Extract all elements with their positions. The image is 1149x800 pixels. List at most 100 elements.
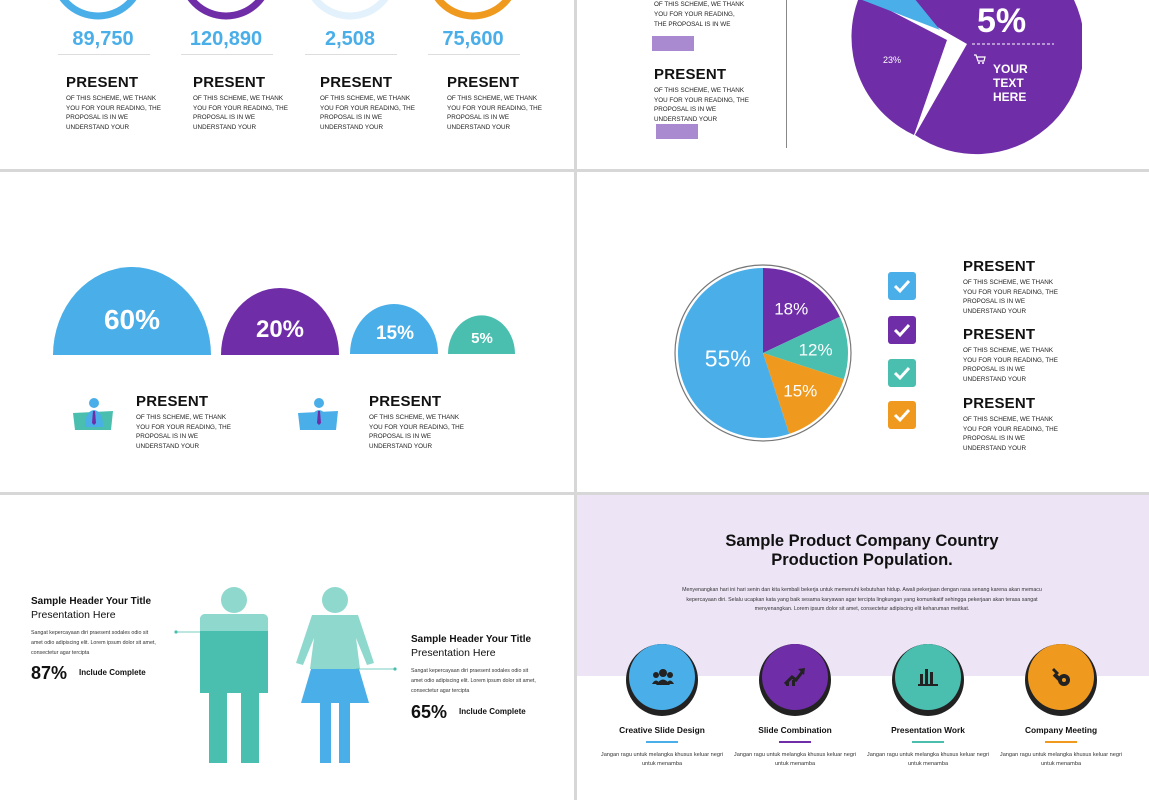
check-icon — [893, 366, 911, 381]
pie-slice — [763, 268, 840, 353]
divider — [58, 54, 150, 55]
pie-slice-blue — [862, 0, 940, 30]
wrench-icon — [1052, 668, 1070, 686]
pie-text: YOUR TEXT HERE — [993, 62, 1028, 104]
pie-slice — [678, 268, 790, 438]
present-body: OF THIS SCHEME, WE THANK YOU FOR YOUR RE… — [963, 416, 1058, 452]
bar-chart-icon — [918, 669, 938, 686]
label-pill — [652, 36, 694, 51]
present-body: OF THIS SCHEME, WE THANK YOU FOR YOUR RE… — [136, 414, 231, 450]
present-title: PRESENT — [320, 74, 393, 91]
pie-label: 15% — [783, 381, 817, 400]
ring-1 — [59, 0, 137, 20]
present-body: OF THIS SCHEME, WE THANK YOU FOR YOUR RE… — [447, 95, 542, 131]
dome-15 — [350, 304, 438, 354]
check-icon — [893, 408, 911, 423]
percent-label: Include Complete — [79, 668, 146, 677]
woman-leg — [339, 703, 350, 763]
dome-label: 5% — [471, 330, 493, 347]
divider — [305, 54, 397, 55]
man-body — [200, 614, 268, 763]
ring-3 — [311, 0, 389, 20]
card-title: Creative Slide Design — [619, 725, 705, 735]
section-header: Sample Header Your Title — [411, 634, 532, 645]
slide-pie-text[interactable]: OF THIS SCHEME, WE THANK YOU FOR YOUR RE… — [577, 0, 1149, 169]
woman-leg — [320, 703, 331, 763]
slide-people[interactable]: Sample Header Your Title Presentation He… — [0, 495, 574, 800]
pie-outline — [674, 264, 852, 442]
percent-label: Include Complete — [459, 707, 526, 716]
check-icon — [893, 279, 911, 294]
stat-value: 89,750 — [72, 28, 134, 50]
present-title: PRESENT — [963, 258, 1036, 275]
title-line-1: Sample Product Company Country — [725, 532, 999, 550]
present-title: PRESENT — [447, 74, 520, 91]
card-body: Jangan ragu untuk melangka khusus keluar… — [733, 752, 857, 767]
present-title: PRESENT — [654, 66, 727, 83]
card-circle[interactable] — [895, 644, 961, 710]
card-underline — [646, 741, 678, 743]
card-circle[interactable] — [1028, 644, 1094, 710]
ring-4 — [434, 0, 512, 20]
woman-head — [322, 587, 348, 613]
dome-chart — [53, 267, 515, 355]
dome-60 — [53, 267, 211, 355]
card-underline — [779, 741, 811, 743]
man-body-fill-top — [200, 614, 268, 631]
slide-title: Sample Product Company Country Productio… — [577, 532, 1147, 570]
check-icon — [893, 323, 911, 338]
present-title: PRESENT — [369, 393, 442, 410]
checkbox-checked[interactable] — [888, 316, 916, 344]
pie-slice-left — [851, 0, 947, 135]
card-underline — [912, 741, 944, 743]
dome-5 — [447, 315, 515, 354]
card-body: Jangan ragu untuk melangka khusus keluar… — [999, 752, 1123, 767]
pie-big-label: 5% — [977, 2, 1027, 40]
present-body: OF THIS SCHEME, WE THANK YOU FOR YOUR RE… — [320, 95, 415, 131]
pie-partial — [851, 0, 1082, 155]
present-title: PRESENT — [963, 395, 1036, 412]
team-icon — [652, 669, 674, 685]
vertical-divider — [786, 0, 787, 148]
pie-slice-purple — [890, 0, 1082, 155]
title-line-2: Production Population. — [771, 551, 953, 569]
present-body-partial: OF THIS SCHEME, WE THANK YOU FOR YOUR RE… — [654, 1, 745, 28]
intro-text: Menyenangkan hari ini hari senin dan kit… — [682, 587, 1042, 612]
present-body: OF THIS SCHEME, WE THANK YOU FOR YOUR RE… — [654, 87, 749, 123]
card-title: Company Meeting — [1024, 725, 1098, 735]
card-title: Slide Combination — [758, 725, 832, 735]
growth-chart-icon — [784, 668, 805, 686]
present-body: OF THIS SCHEME, WE THANK YOU FOR YOUR RE… — [66, 95, 161, 131]
slide-pie-checks[interactable]: 18% 12% 15% 55% PRESENT OF THIS SCHEME, WE … — [577, 172, 1149, 492]
pie-slice — [763, 316, 848, 380]
pie-label: 12% — [799, 341, 833, 360]
pie-chart: 18% 12% 15% 55% — [674, 264, 852, 442]
present-body: OF THIS SCHEME, WE THANK YOU FOR YOUR RE… — [369, 414, 464, 450]
man-head — [221, 587, 247, 613]
present-title: PRESENT — [136, 393, 209, 410]
stat-value: 120,890 — [189, 28, 263, 50]
stat-value: 2,508 — [324, 28, 376, 50]
slide-stats[interactable]: 89,750 120,890 2,508 75,600 PRESENT OF T… — [0, 0, 574, 169]
checkbox-checked[interactable] — [888, 359, 916, 387]
present-title: PRESENT — [193, 74, 266, 91]
businessman-icon — [298, 398, 338, 430]
divider — [181, 54, 273, 55]
woman-top — [296, 615, 374, 669]
slide-product[interactable]: Sample Product Company Country Productio… — [577, 495, 1149, 800]
card-circle[interactable] — [629, 644, 695, 710]
card-circle[interactable] — [762, 644, 828, 710]
checkbox-checked[interactable] — [888, 401, 916, 429]
card-body: Jangan ragu untuk melangka khusus keluar… — [866, 752, 990, 767]
section-header: Sample Header Your Title — [31, 596, 152, 607]
ring-row — [59, 0, 512, 20]
dome-label: 60% — [103, 304, 161, 335]
pie-slice — [763, 353, 844, 434]
card-body: Jangan ragu untuk melangka khusus keluar… — [600, 752, 724, 767]
section-subtitle: Presentation Here — [411, 647, 496, 659]
checkbox-checked[interactable] — [888, 272, 916, 300]
pie-small-label: 23% — [883, 55, 902, 65]
slide-domes[interactable]: 60% 20% 15% 5% PRESENT OF THIS SCHEME, W… — [0, 172, 574, 492]
section-body: Sangat kepercayaan diri praesent sodales… — [411, 668, 536, 694]
